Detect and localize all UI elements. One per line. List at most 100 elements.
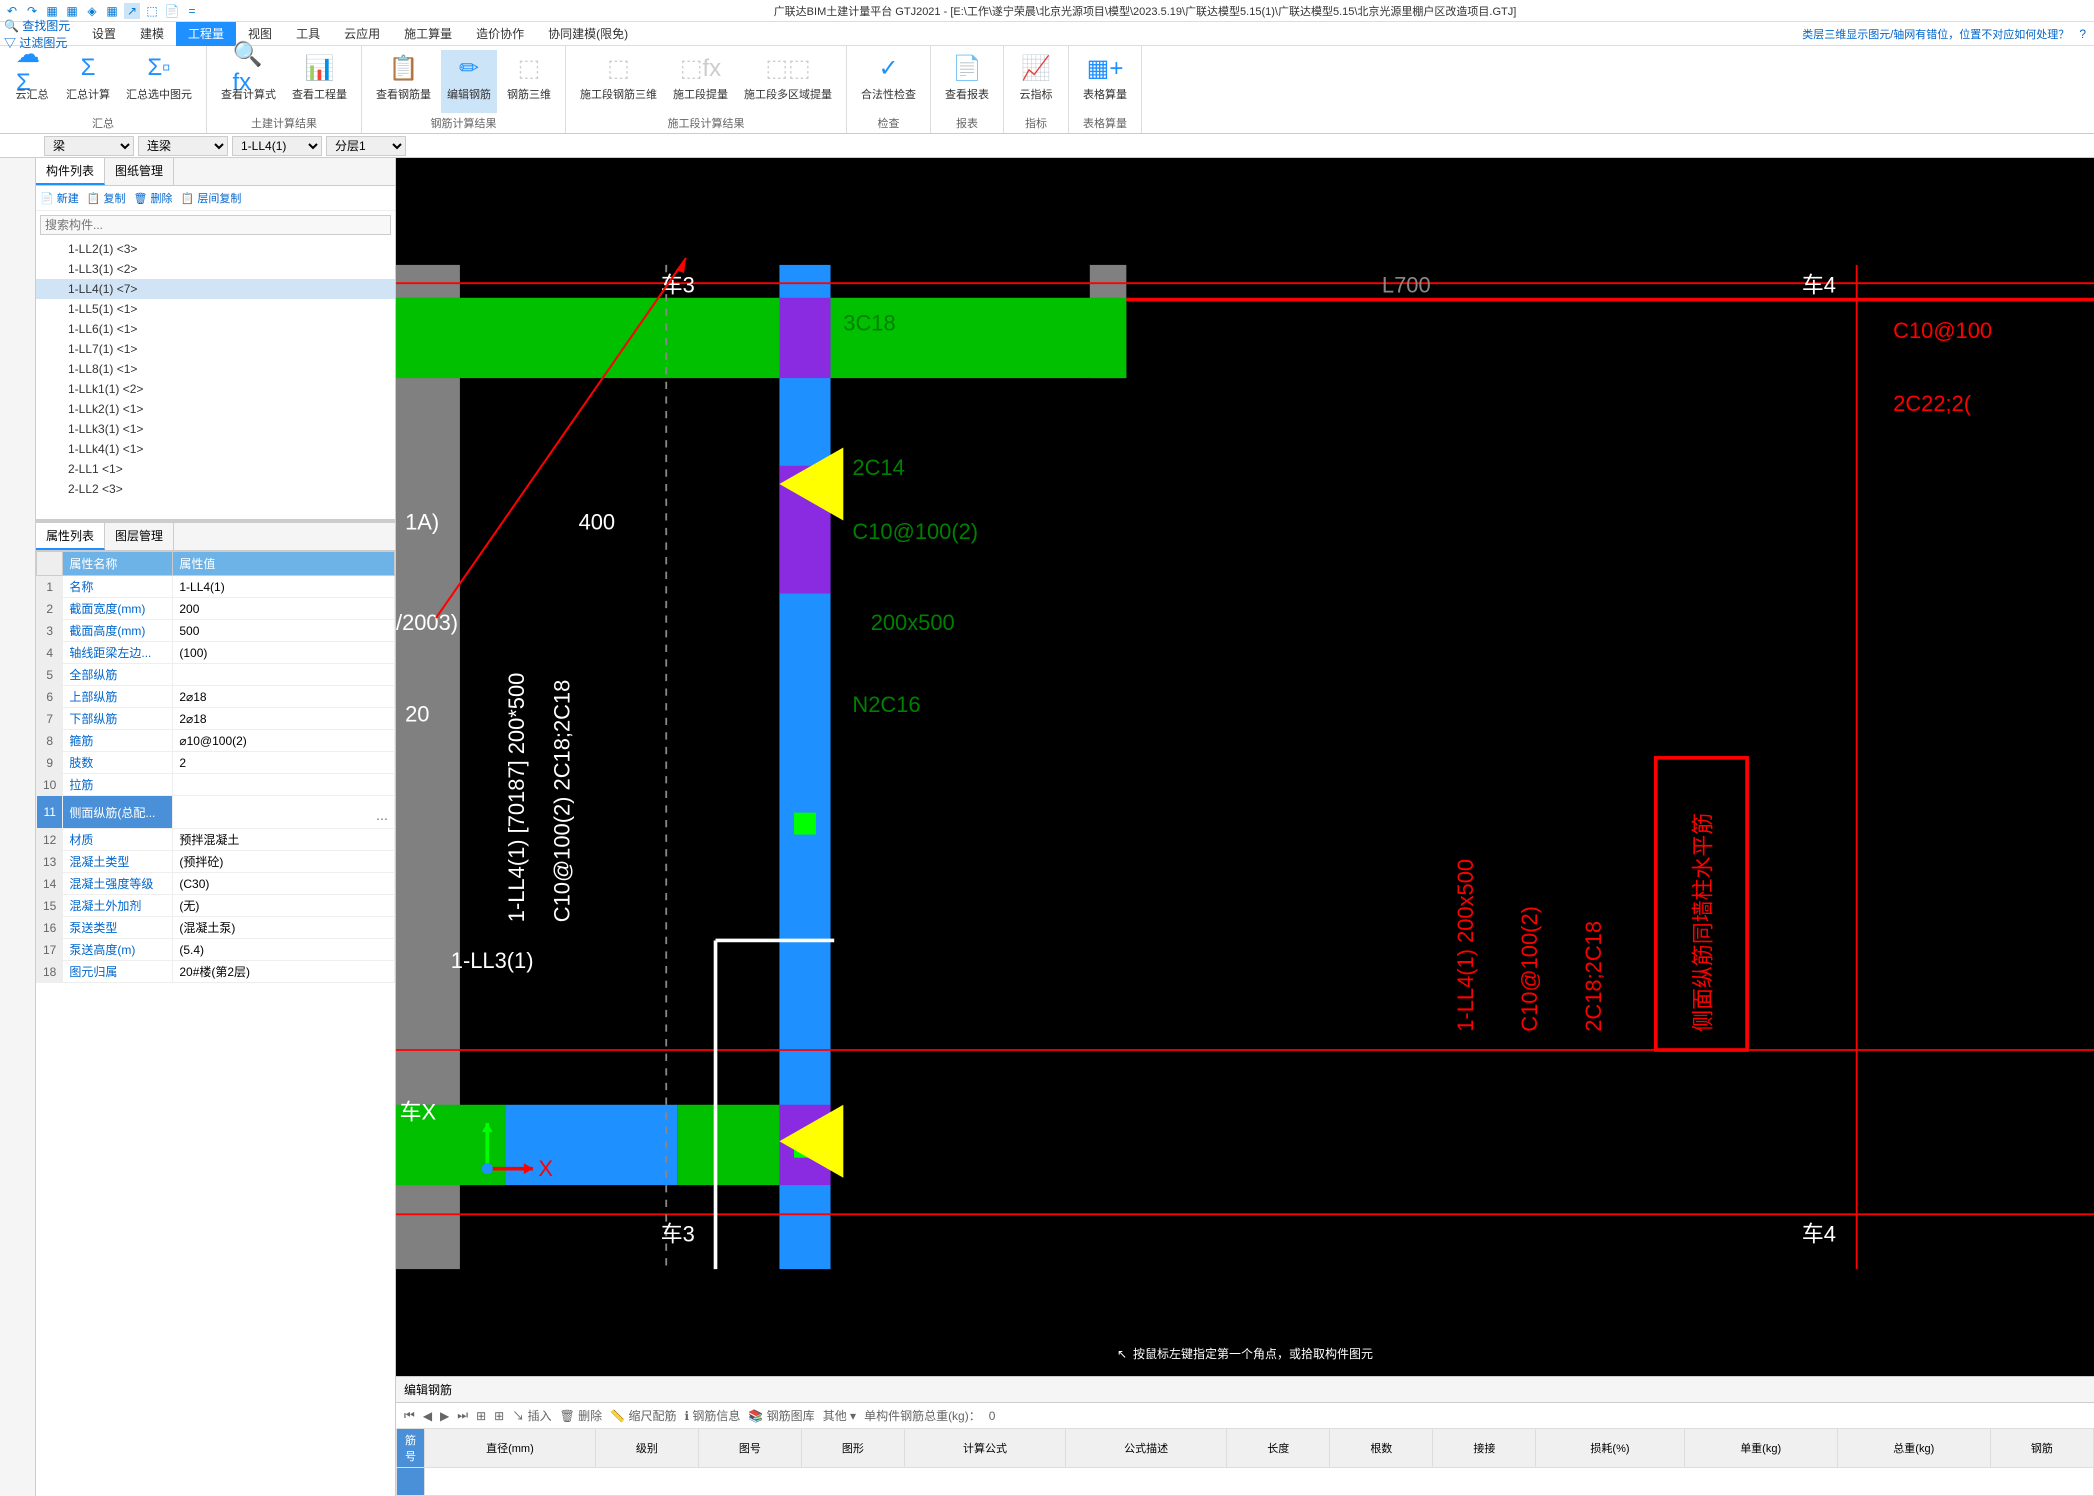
property-row[interactable]: 9肢数2 <box>37 752 395 774</box>
ribbon-button[interactable]: Σ▫汇总选中图元 <box>120 50 198 113</box>
menu-collab[interactable]: 协同建模(限免) <box>536 22 640 46</box>
rebar-header[interactable]: 总重(kg) <box>1837 1429 1990 1468</box>
property-row[interactable]: 5全部纵筋 <box>37 664 395 686</box>
qat-icon-7[interactable]: ⬚ <box>144 3 160 19</box>
drawing-canvas[interactable]: X 车3 车4 车3 车4 车X 1-LL4(1) [70187] 200*50… <box>396 158 2094 1376</box>
property-row[interactable]: 18图元归属20#楼(第2层) <box>37 961 395 983</box>
component-item[interactable]: 1-LL8(1) <1> <box>36 359 395 379</box>
nav-last-icon[interactable]: ⏭ <box>457 1408 468 1423</box>
component-item[interactable]: 1-LLk2(1) <1> <box>36 399 395 419</box>
ribbon-button[interactable]: ⬚钢筋三维 <box>501 50 557 113</box>
tab-drawing-mgmt[interactable]: 图纸管理 <box>105 158 174 185</box>
menu-cloud[interactable]: 云应用 <box>332 22 392 46</box>
rebar-header[interactable]: 单重(kg) <box>1684 1429 1837 1468</box>
rebar-header[interactable]: 图号 <box>698 1429 801 1468</box>
prop-value[interactable]: (100) <box>173 642 395 664</box>
rebar-delete-button[interactable]: 🗑 删除 <box>560 1407 603 1424</box>
tab-layer-mgmt[interactable]: 图层管理 <box>105 523 174 550</box>
ribbon-button[interactable]: Σ汇总计算 <box>60 50 116 113</box>
property-row[interactable]: 16泵送类型(混凝土泵) <box>37 917 395 939</box>
info-button[interactable]: ℹ 钢筋信息 <box>684 1407 740 1424</box>
property-row[interactable]: 13混凝土类型(预拌砼) <box>37 851 395 873</box>
ribbon-button[interactable]: ✏编辑钢筋 <box>441 50 497 113</box>
property-row[interactable]: 14混凝土强度等级(C30) <box>37 873 395 895</box>
ribbon-button[interactable]: ☁Σ云汇总 <box>8 50 56 113</box>
qat-icon-4[interactable]: ◈ <box>84 3 100 19</box>
component-select[interactable]: 1-LL4(1) <box>232 136 322 156</box>
property-row[interactable]: 8箍筋⌀10@100(2) <box>37 730 395 752</box>
property-row[interactable]: 15混凝土外加剂(无) <box>37 895 395 917</box>
tab-property-list[interactable]: 属性列表 <box>36 523 105 550</box>
rebar-header[interactable]: 直径(mm) <box>425 1429 596 1468</box>
rebar-header[interactable]: 长度 <box>1227 1429 1330 1468</box>
component-item[interactable]: 2-LL2 <3> <box>36 479 395 499</box>
ribbon-button[interactable]: 📈云指标 <box>1012 50 1060 113</box>
qat-icon-8[interactable]: 📄 <box>164 3 180 19</box>
help-icon[interactable]: ? <box>2079 27 2094 41</box>
property-row[interactable]: 7下部纵筋2⌀18 <box>37 708 395 730</box>
prop-value[interactable]: 2⌀18 <box>173 708 395 730</box>
property-row[interactable]: 3截面高度(mm)500 <box>37 620 395 642</box>
rebar-header[interactable]: 计算公式 <box>904 1429 1065 1468</box>
ribbon-button[interactable]: ⬚⬚施工段多区域提量 <box>738 50 838 113</box>
prop-value[interactable] <box>173 774 395 796</box>
component-item[interactable]: 1-LLk4(1) <1> <box>36 439 395 459</box>
nav-first-icon[interactable]: ⏮ <box>404 1408 415 1423</box>
rebar-header[interactable]: 级别 <box>595 1429 698 1468</box>
ribbon-button[interactable]: ⬚施工段钢筋三维 <box>574 50 663 113</box>
property-row[interactable]: 1名称1-LL4(1) <box>37 576 395 598</box>
prop-value[interactable] <box>173 664 395 686</box>
rebar-header[interactable]: 根数 <box>1330 1429 1433 1468</box>
rebar-header[interactable]: 筋号 <box>397 1429 425 1468</box>
rebar-header[interactable]: 钢筋 <box>1990 1429 2093 1468</box>
component-item[interactable]: 1-LL6(1) <1> <box>36 319 395 339</box>
insert-button[interactable]: ↘ 插入 <box>512 1407 551 1424</box>
lib-button[interactable]: 📚 钢筋图库 <box>748 1407 814 1424</box>
rebar-row[interactable] <box>397 1468 2094 1496</box>
prop-value[interactable]: 500 <box>173 620 395 642</box>
ribbon-button[interactable]: ▦+表格算量 <box>1077 50 1133 113</box>
tab-component-list[interactable]: 构件列表 <box>36 158 105 185</box>
qat-icon-6[interactable]: ↗ <box>124 3 140 19</box>
component-item[interactable]: 1-LLk3(1) <1> <box>36 419 395 439</box>
qat-icon-9[interactable]: = <box>184 3 200 19</box>
other-button[interactable]: 其他 ▾ <box>823 1407 856 1424</box>
menu-construction[interactable]: 施工算量 <box>392 22 464 46</box>
category-select[interactable]: 梁 <box>44 136 134 156</box>
layer-select[interactable]: 分层1 <box>326 136 406 156</box>
prop-value[interactable]: ⌀10@100(2) <box>173 730 395 752</box>
prop-value[interactable]: ⋯ <box>173 796 395 829</box>
property-row[interactable]: 10拉筋 <box>37 774 395 796</box>
prop-value[interactable]: (C30) <box>173 873 395 895</box>
menu-tools[interactable]: 工具 <box>284 22 332 46</box>
add-icon[interactable]: ⊞ <box>476 1409 486 1423</box>
component-item[interactable]: 1-LL7(1) <1> <box>36 339 395 359</box>
find-element-link[interactable]: 🔍 查找图元 <box>4 17 80 34</box>
rebar-header[interactable]: 损耗(%) <box>1536 1429 1684 1468</box>
search-input[interactable] <box>40 215 391 235</box>
prop-value[interactable]: 20#楼(第2层) <box>173 961 395 983</box>
menu-settings[interactable]: 设置 <box>80 22 128 46</box>
menu-modeling[interactable]: 建模 <box>128 22 176 46</box>
component-item[interactable]: 1-LL5(1) <1> <box>36 299 395 319</box>
property-row[interactable]: 6上部纵筋2⌀18 <box>37 686 395 708</box>
component-item[interactable]: 1-LL2(1) <3> <box>36 239 395 259</box>
property-row[interactable]: 17泵送高度(m)(5.4) <box>37 939 395 961</box>
component-item[interactable]: 2-LL1 <1> <box>36 459 395 479</box>
property-row[interactable]: 2截面宽度(mm)200 <box>37 598 395 620</box>
nav-prev-icon[interactable]: ◀ <box>423 1409 432 1423</box>
subcategory-select[interactable]: 连梁 <box>138 136 228 156</box>
prop-value[interactable]: 预拌混凝土 <box>173 829 395 851</box>
qat-icon-5[interactable]: ▦ <box>104 3 120 19</box>
rebar-header[interactable]: 公式描述 <box>1066 1429 1227 1468</box>
prop-value[interactable]: 1-LL4(1) <box>173 576 395 598</box>
prop-value[interactable]: (混凝土泵) <box>173 917 395 939</box>
property-row[interactable]: 4轴线距梁左边...(100) <box>37 642 395 664</box>
property-value-input[interactable] <box>179 798 388 812</box>
menu-quantity[interactable]: 工程量 <box>176 22 236 46</box>
ribbon-button[interactable]: ⬚fx施工段提量 <box>667 50 734 113</box>
help-text[interactable]: 类层三维显示图元/轴网有错位，位置不对应如何处理？ <box>1802 26 2079 42</box>
prop-value[interactable]: (无) <box>173 895 395 917</box>
ribbon-button[interactable]: 🔍fx查看计算式 <box>215 50 282 113</box>
ribbon-button[interactable]: 📋查看钢筋量 <box>370 50 437 113</box>
